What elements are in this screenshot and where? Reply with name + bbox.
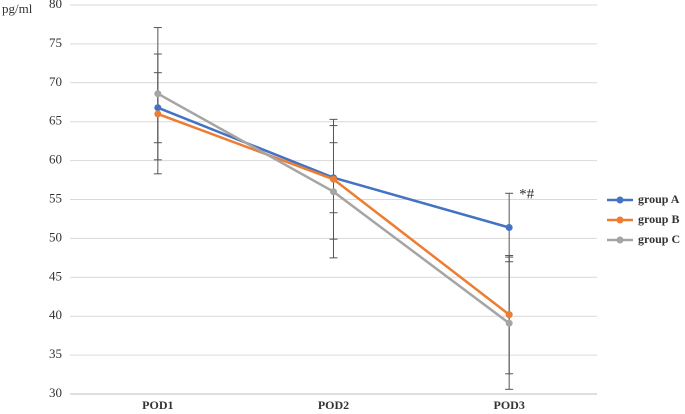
x-tick-label: POD3 xyxy=(493,398,524,412)
legend-label: group C xyxy=(638,232,680,246)
y-tick-label: 80 xyxy=(49,0,62,11)
x-tick-label: POD1 xyxy=(142,398,173,412)
y-tick-label: 55 xyxy=(49,190,62,205)
point xyxy=(330,188,337,196)
y-tick-label: 60 xyxy=(49,152,62,167)
legend-marker xyxy=(616,216,624,224)
point xyxy=(154,104,162,112)
y-tick-label: 30 xyxy=(49,385,62,400)
legend-marker xyxy=(616,236,624,244)
y-tick-label: 50 xyxy=(49,229,62,244)
y-tick-label: 65 xyxy=(49,113,62,128)
point xyxy=(154,90,162,98)
point xyxy=(505,224,513,232)
legend-marker xyxy=(616,196,624,204)
legend: group A group B group C xyxy=(607,192,680,246)
point xyxy=(330,175,337,183)
annotation: *# xyxy=(519,187,535,203)
legend-label: group A xyxy=(638,192,680,206)
y-tick-label: 40 xyxy=(49,307,62,322)
y-tick-label: 75 xyxy=(49,35,62,50)
y-axis-label: pg/ml xyxy=(2,1,33,16)
legend-label: group B xyxy=(638,212,679,226)
x-tick-label: POD2 xyxy=(318,398,349,412)
point xyxy=(505,311,513,319)
y-tick-label: 70 xyxy=(49,74,62,89)
point xyxy=(505,319,513,327)
point xyxy=(154,110,162,118)
y-tick-label: 45 xyxy=(49,268,62,283)
y-tick-label: 35 xyxy=(49,346,62,361)
